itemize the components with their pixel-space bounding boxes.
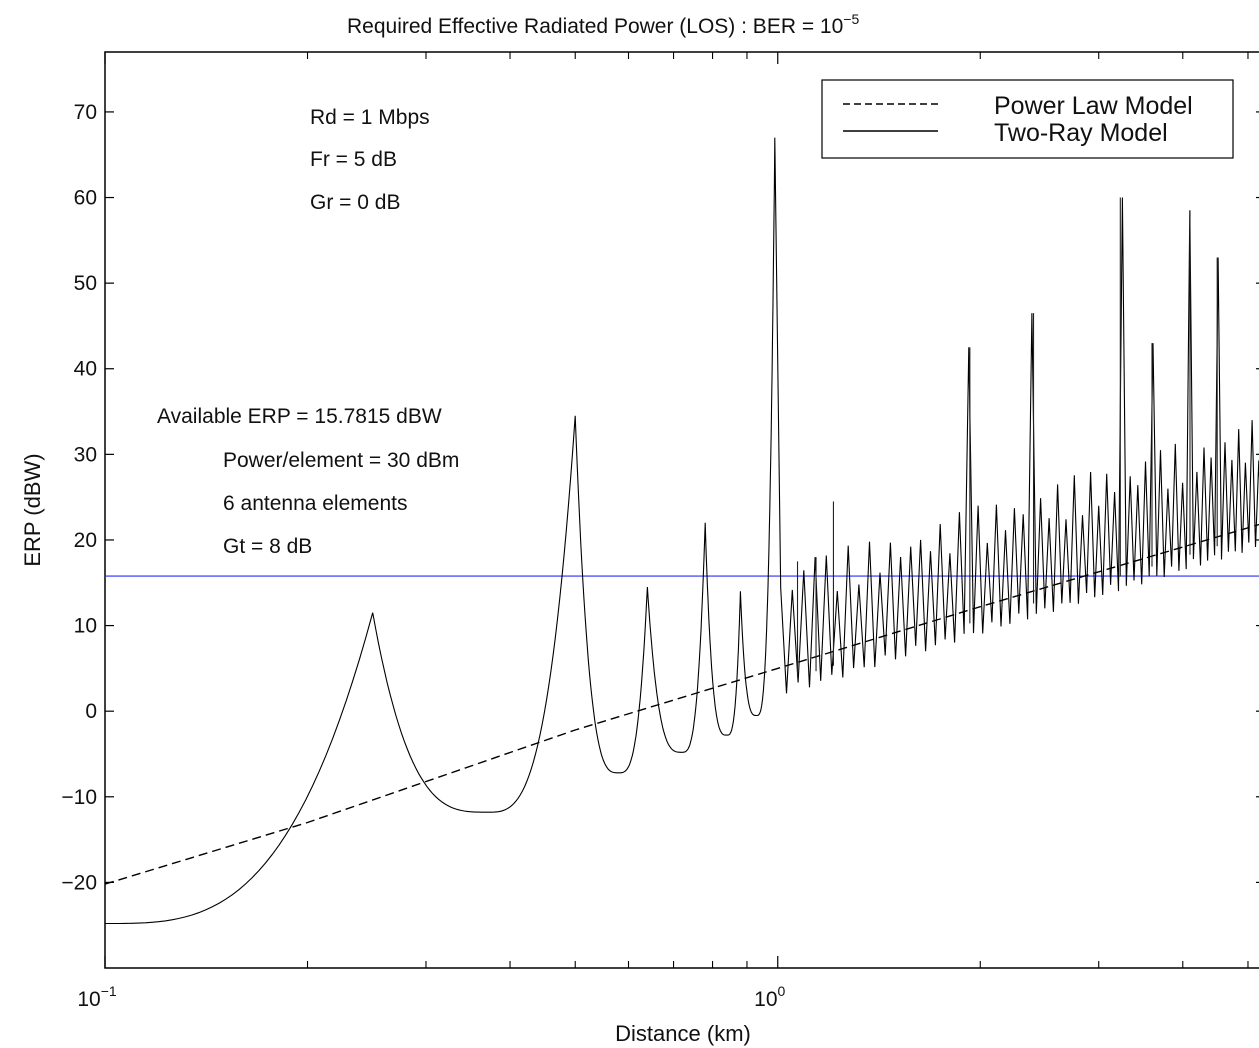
annotation-available-erp: Available ERP = 15.7815 dBW bbox=[157, 405, 442, 428]
annotation-antenna-elements: 6 antenna elements bbox=[223, 492, 407, 515]
y-tick-label: 20 bbox=[74, 529, 97, 552]
y-tick-label: 30 bbox=[74, 443, 97, 466]
series-two-ray-line bbox=[105, 137, 1259, 925]
y-tick-label: −10 bbox=[61, 786, 97, 809]
legend-box bbox=[821, 79, 1234, 159]
annotation-mid-block: Available ERP = 15.7815 dBW Power/elemen… bbox=[157, 405, 459, 558]
x-axis-ticks: 10−1 100 bbox=[77, 52, 1249, 1011]
y-axis-ticks: 70 60 50 40 30 20 10 0 −10 −20 bbox=[61, 101, 1259, 894]
y-tick-label: 50 bbox=[74, 272, 97, 295]
y-tick-label: 60 bbox=[74, 187, 97, 210]
y-tick-label: 40 bbox=[74, 358, 97, 381]
chart-title: Required Effective Radiated Power (LOS) … bbox=[347, 11, 859, 38]
legend-label-power-law: Power Law Model bbox=[994, 92, 1193, 120]
x-tick-label: 10−1 bbox=[77, 983, 117, 1011]
y-tick-label: 0 bbox=[85, 700, 97, 723]
annotation-fr: Fr = 5 dB bbox=[310, 148, 397, 171]
x-tick-label: 100 bbox=[754, 983, 785, 1011]
x-axis-label: Distance (km) bbox=[615, 1021, 751, 1046]
annotation-gt: Gt = 8 dB bbox=[223, 535, 312, 558]
legend: Power Law Model Two-Ray Model bbox=[821, 79, 1234, 159]
y-tick-label: 70 bbox=[74, 101, 97, 124]
plot-frame bbox=[104, 51, 1259, 969]
y-tick-label: −20 bbox=[61, 871, 97, 894]
legend-label-two-ray: Two-Ray Model bbox=[994, 119, 1168, 147]
annotation-gr: Gr = 0 dB bbox=[310, 191, 400, 214]
annotation-power-element: Power/element = 30 dBm bbox=[223, 449, 459, 472]
annotation-rd: Rd = 1 Mbps bbox=[310, 106, 430, 129]
series-layer bbox=[104, 137, 1259, 925]
y-tick-label: 10 bbox=[74, 615, 97, 638]
y-axis-label: ERP (dBW) bbox=[20, 453, 45, 566]
annotation-top-block: Rd = 1 Mbps Fr = 5 dB Gr = 0 dB bbox=[310, 106, 430, 214]
